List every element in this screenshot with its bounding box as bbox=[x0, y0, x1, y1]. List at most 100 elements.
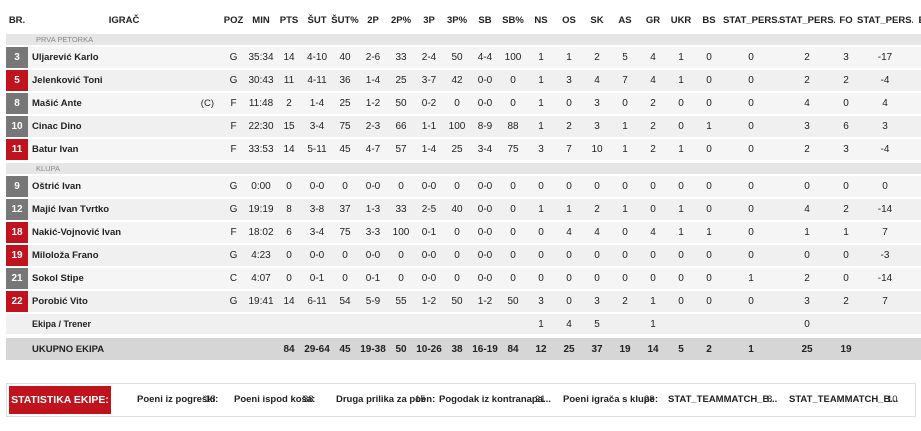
column-header[interactable]: POZ bbox=[223, 14, 244, 26]
stat-cell: 2 bbox=[583, 46, 611, 70]
jersey-number: 22 bbox=[6, 290, 28, 314]
stat-cell: 0 bbox=[779, 244, 835, 268]
player-name[interactable]: Jelenković Toni bbox=[28, 69, 220, 93]
stat-cell: 4 bbox=[583, 221, 611, 245]
player-name[interactable]: Porobić Vito bbox=[28, 290, 220, 314]
player-name[interactable]: Sokol Stipe bbox=[28, 267, 220, 291]
stat-cell: 3 bbox=[555, 69, 583, 93]
player-row[interactable]: 22 Porobić Vito G 19:41 14 6-11 54 5-9 55 1-2 50 1-… bbox=[6, 290, 921, 314]
stat-cell: 2-6 bbox=[359, 46, 387, 70]
column-header[interactable]: SB bbox=[478, 14, 492, 26]
stat-cell bbox=[723, 313, 779, 336]
column-header[interactable]: AS bbox=[618, 14, 632, 26]
column-header[interactable]: EFF bbox=[913, 9, 921, 33]
player-name[interactable]: Uljarević Karlo bbox=[28, 46, 220, 70]
column-header[interactable]: SB% bbox=[502, 14, 524, 26]
stat-cell: 0 bbox=[555, 175, 583, 199]
stat-cell: 11:48 bbox=[247, 92, 275, 116]
team-stat-label: Poeni ispod koša: bbox=[234, 394, 316, 405]
player-name[interactable]: Mašić Ante (C) bbox=[28, 92, 220, 116]
column-header[interactable]: NS bbox=[534, 14, 548, 26]
player-name[interactable]: Batur Ivan bbox=[28, 138, 220, 163]
stat-cell: 12 bbox=[913, 69, 921, 93]
captain-badge: (C) bbox=[200, 98, 214, 109]
column-header[interactable]: STAT_PERS... bbox=[857, 14, 913, 26]
stat-cell bbox=[857, 334, 913, 360]
player-row[interactable]: 11 Batur Ivan F 33:53 14 5-11 45 4-7 57 1-4 25 3-4 7… bbox=[6, 138, 921, 163]
column-header[interactable]: ŠUT bbox=[307, 14, 327, 26]
stat-cell: 1 bbox=[667, 46, 695, 70]
player-name[interactable]: Oštrić Ivan bbox=[28, 175, 220, 199]
stat-cell: 2 bbox=[275, 92, 303, 116]
player-row[interactable]: 9 Oštrić Ivan G 0:00 0 0-0 0 0-0 0 0-0 0 0-0 0 0 0 0 0 0 0… bbox=[6, 175, 921, 199]
stat-cell: 10-26 bbox=[415, 334, 443, 360]
column-header[interactable]: STAT_PERS... bbox=[723, 14, 779, 26]
column-header[interactable]: 2P bbox=[367, 14, 379, 26]
stat-cell: 0-0 bbox=[359, 175, 387, 199]
stat-cell: 4-11 bbox=[303, 69, 331, 93]
stat-cell bbox=[471, 313, 499, 336]
stat-cell: 1 bbox=[779, 221, 835, 245]
player-row[interactable]: 3 Uljarević Karlo G 35:34 14 4-10 40 2-6 33 2-4 50… bbox=[6, 46, 921, 70]
stat-cell: 0 bbox=[443, 92, 471, 116]
column-header[interactable]: FO bbox=[839, 14, 853, 26]
stat-cell: 5-11 bbox=[303, 138, 331, 163]
stat-cell: 6-11 bbox=[303, 290, 331, 314]
stat-cell: 0 bbox=[527, 244, 555, 268]
stat-cell bbox=[913, 313, 921, 336]
stat-cell: 4-7 bbox=[359, 138, 387, 163]
column-header[interactable]: BS bbox=[702, 14, 716, 26]
stat-cell: 22:30 bbox=[247, 115, 275, 139]
stat-cell: 4:07 bbox=[247, 267, 275, 291]
column-header[interactable]: ŠUT% bbox=[331, 14, 359, 26]
column-header[interactable]: 2P% bbox=[390, 14, 412, 26]
stat-cell: 0 bbox=[695, 92, 723, 116]
player-row[interactable]: 21 Sokol Stipe C 4:07 0 0-1 0 0-1 0 0-0 0 0-0 0 0 0 0 0 0… bbox=[6, 267, 921, 291]
stat-cell: 0 bbox=[331, 175, 359, 199]
player-row[interactable]: 12 Majić Ivan Tvrtko G 19:19 8 3-8 37 1-3 33 2-5 4… bbox=[6, 198, 921, 222]
stat-cell bbox=[247, 313, 275, 336]
stat-cell: 0 bbox=[723, 46, 779, 70]
stat-cell: 4-10 bbox=[303, 46, 331, 70]
column-header[interactable]: GR bbox=[645, 14, 661, 26]
player-row[interactable]: 19 Miloloža Frano G 4:23 0 0-0 0 0-0 0 0-0 0 0-0 0 0 0… bbox=[6, 244, 921, 268]
stat-cell: 0-1 bbox=[415, 221, 443, 245]
jersey-number: 10 bbox=[6, 115, 28, 139]
stat-cell: 37 bbox=[583, 334, 611, 360]
column-header[interactable]: MIN bbox=[252, 14, 270, 26]
column-header[interactable]: OS bbox=[562, 14, 576, 26]
column-header[interactable]: STAT_PERS... bbox=[779, 14, 835, 26]
stat-cell: 25 bbox=[331, 92, 359, 116]
stat-cell: 0 bbox=[443, 175, 471, 199]
player-row[interactable]: 18 Nakić-Vojnović Ivan F 18:02 6 3-4 75 3-3 100 0… bbox=[6, 221, 921, 245]
stat-cell: -4 bbox=[857, 69, 913, 93]
stat-cell: 8-9 bbox=[471, 115, 499, 139]
column-header[interactable]: 3P% bbox=[446, 14, 468, 26]
stat-cell: 15 bbox=[275, 115, 303, 139]
player-name[interactable]: Nakić-Vojnović Ivan bbox=[28, 221, 220, 245]
column-header[interactable]: BR. bbox=[8, 14, 26, 26]
stat-cell: 1 bbox=[667, 198, 695, 222]
stat-cell: 75 bbox=[331, 221, 359, 245]
team-total-row-label: UKUPNO EKIPA bbox=[28, 334, 220, 360]
column-header[interactable]: PTS bbox=[279, 14, 299, 26]
player-row[interactable]: 5 Jelenković Toni G 30:43 11 4-11 36 1-4 25 3-7 42… bbox=[6, 69, 921, 93]
stat-cell: 29-64 bbox=[303, 334, 331, 360]
player-row[interactable]: 10 Cinac Dino F 22:30 15 3-4 75 2-3 66 1-1 100 8-9 8… bbox=[6, 115, 921, 139]
player-name[interactable]: Miloloža Frano bbox=[28, 244, 220, 268]
column-header[interactable]: 3P bbox=[423, 14, 435, 26]
stat-cell: 7 bbox=[857, 221, 913, 245]
player-row[interactable]: 8 Mašić Ante (C) F 11:48 2 1-4 25 1-2 50 0-2 0 0-0 0 1… bbox=[6, 92, 921, 116]
stat-cell: 19 bbox=[611, 334, 639, 360]
column-header[interactable]: SK bbox=[590, 14, 604, 26]
column-header[interactable]: IGRAČ bbox=[108, 14, 140, 26]
team-stat-value: 21 bbox=[535, 394, 546, 405]
stat-cell: 0 bbox=[667, 244, 695, 268]
column-header[interactable]: UKR bbox=[670, 14, 692, 26]
team-stats-bar: STATISTIKA EKIPE: Poeni iz pogreški: 18 Po… bbox=[6, 383, 916, 417]
stat-cell: 2-4 bbox=[415, 46, 443, 70]
player-name[interactable]: Majić Ivan Tvrtko bbox=[28, 198, 220, 222]
stat-cell: 0 bbox=[499, 198, 527, 222]
stat-cell: 19:41 bbox=[247, 290, 275, 314]
player-name[interactable]: Cinac Dino bbox=[28, 115, 220, 139]
